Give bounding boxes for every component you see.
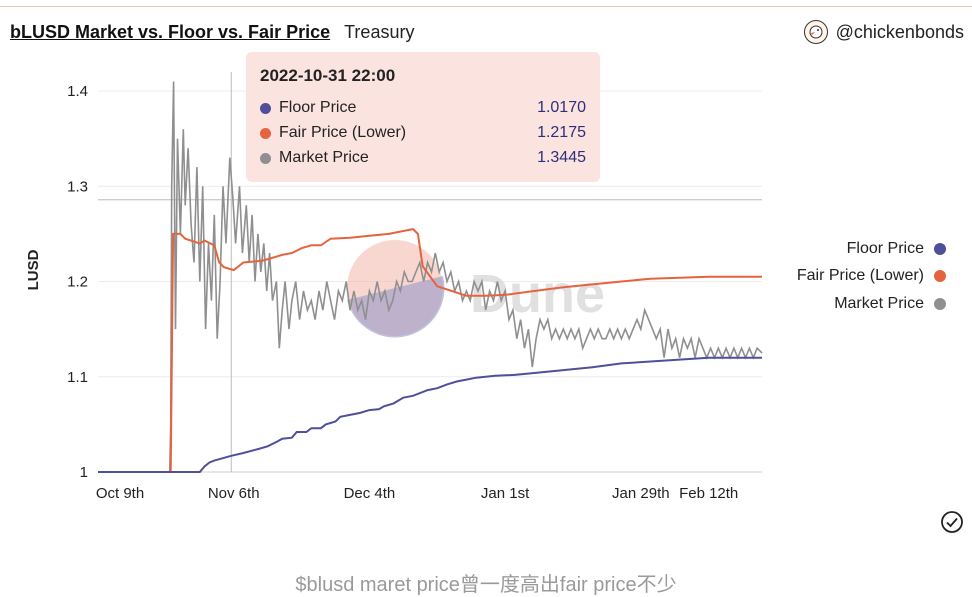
x-tick-label: Dec 4th bbox=[344, 485, 396, 502]
caption: $blusd maret price曾一度高出fair price不少 bbox=[295, 574, 677, 596]
tooltip-row-fair: Fair Price (Lower) 1.2175 bbox=[260, 122, 586, 144]
y-tick-label: 1.2 bbox=[67, 274, 88, 291]
dune-watermark: Dune bbox=[347, 240, 605, 338]
tooltip-value: 1.0170 bbox=[537, 99, 586, 116]
chart-subtitle: Treasury bbox=[344, 22, 415, 42]
check-circle-icon[interactable] bbox=[940, 510, 964, 534]
floor-legend-dot-icon bbox=[934, 243, 946, 255]
x-tick-label: Jan 29th bbox=[612, 485, 670, 502]
series-line-market bbox=[98, 81, 763, 473]
watermark-text: Dune bbox=[470, 264, 605, 324]
y-tick-label: 1.1 bbox=[67, 369, 88, 386]
y-axis-label: LUSD bbox=[25, 249, 42, 290]
series-line-floor bbox=[98, 356, 762, 473]
legend-label: Fair Price (Lower) bbox=[796, 267, 924, 284]
chicken-avatar-icon bbox=[803, 20, 828, 44]
tooltip-label: Market Price bbox=[279, 149, 369, 166]
series-line-fair bbox=[98, 228, 762, 473]
watermark-circle-bottom bbox=[347, 276, 445, 338]
market-legend-dot-icon bbox=[934, 298, 946, 310]
y-tick-label: 1.4 bbox=[67, 83, 88, 100]
tooltip: 2022-10-31 22:00 Floor Price 1.0170 Fair… bbox=[246, 52, 600, 182]
tooltip-label: Floor Price bbox=[279, 99, 357, 116]
floor-dot-icon bbox=[260, 102, 271, 114]
market-dot-icon bbox=[260, 152, 271, 164]
y-tick-label: 1 bbox=[80, 464, 88, 481]
fair-dot-icon bbox=[260, 127, 271, 139]
tooltip-label: Fair Price (Lower) bbox=[279, 124, 407, 141]
tooltip-timestamp: 2022-10-31 22:00 bbox=[260, 66, 396, 85]
x-axis-ticks: Oct 9th Nov 6th Dec 4th Jan 1st Jan 29th Feb … bbox=[96, 485, 738, 502]
tooltip-value: 1.3445 bbox=[537, 149, 586, 166]
chart-title-link[interactable]: bLUSD Market vs. Floor vs. Fair Price bbox=[10, 22, 331, 42]
y-axis-ticks: 1 1.1 1.2 1.3 1.4 bbox=[67, 83, 88, 481]
x-tick-label: Oct 9th bbox=[96, 485, 144, 502]
legend-label: Market Price bbox=[834, 295, 924, 312]
series-layer bbox=[98, 81, 763, 473]
legend-label: Floor Price bbox=[846, 240, 924, 257]
tooltip-row-market: Market Price 1.3445 bbox=[260, 147, 586, 169]
fair-legend-dot-icon bbox=[934, 270, 946, 282]
tooltip-value: 1.2175 bbox=[537, 124, 586, 141]
top-divider bbox=[0, 6, 972, 7]
x-tick-label: Feb 12th bbox=[679, 485, 738, 502]
legend-item-floor[interactable]: Floor Price bbox=[847, 240, 946, 258]
legend-item-fair[interactable]: Fair Price (Lower) bbox=[797, 267, 946, 285]
header: bLUSD Market vs. Floor vs. Fair Price Tr… bbox=[10, 22, 414, 43]
x-tick-label: Nov 6th bbox=[208, 485, 260, 502]
author-handle: @chickenbonds bbox=[835, 21, 964, 42]
x-tick-label: Jan 1st bbox=[481, 485, 530, 502]
y-tick-label: 1.3 bbox=[67, 178, 88, 195]
author[interactable]: @chickenbonds bbox=[803, 20, 964, 44]
tooltip-row-floor: Floor Price 1.0170 bbox=[260, 97, 586, 119]
legend-item-market[interactable]: Market Price bbox=[834, 295, 946, 313]
line-chart[interactable]: Dune 1 1.1 1.2 1.3 1.4 Oct 9th Nov 6th Dec 4th… bbox=[0, 0, 972, 560]
